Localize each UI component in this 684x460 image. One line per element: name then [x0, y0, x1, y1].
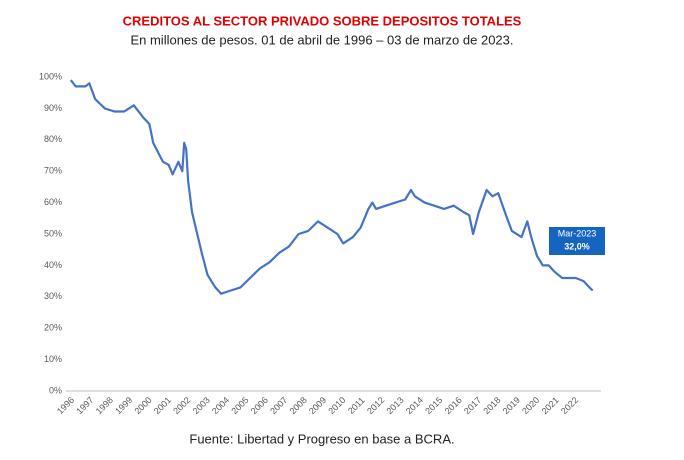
y-tick-label: 80%	[44, 134, 62, 144]
annotation-label: Mar-2023	[558, 228, 597, 238]
y-tick-label: 30%	[44, 291, 62, 301]
y-tick-label: 10%	[44, 354, 62, 364]
y-tick-label: 40%	[44, 260, 62, 270]
annotation-box	[549, 227, 605, 255]
y-tick-label: 60%	[44, 197, 62, 207]
y-tick-label: 100%	[39, 71, 62, 81]
y-tick-label: 90%	[44, 103, 62, 113]
source-note: Fuente: Libertad y Progreso en base a BC…	[189, 431, 454, 446]
y-tick-label: 0%	[49, 385, 62, 395]
data-line	[69, 79, 594, 295]
y-tick-label: 20%	[44, 323, 62, 333]
annotation-value: 32,0%	[564, 241, 590, 251]
chart-subtitle: En millones de pesos. 01 de abril de 199…	[130, 32, 513, 47]
y-tick-label: 50%	[44, 228, 62, 238]
y-tick-label: 70%	[44, 166, 62, 176]
chart-title: CREDITOS AL SECTOR PRIVADO SOBRE DEPOSIT…	[123, 13, 522, 28]
